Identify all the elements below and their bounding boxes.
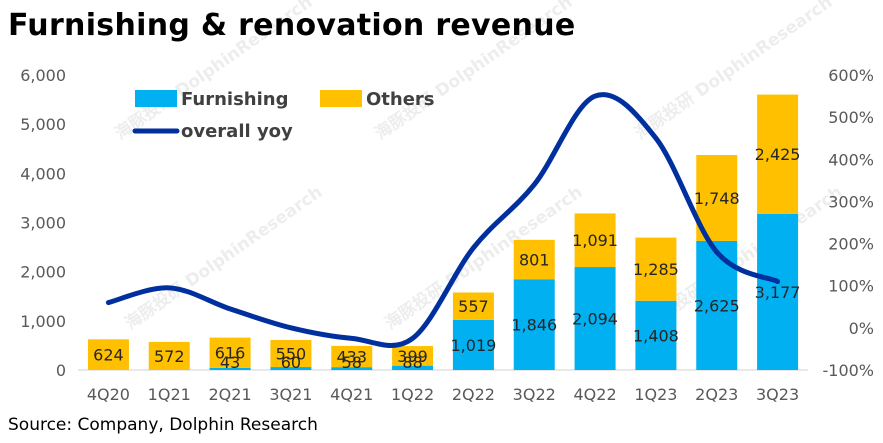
data-label-furnishing: 58: [342, 353, 362, 372]
bar-furnishing: [574, 267, 616, 370]
data-label-furnishing: 2,625: [694, 296, 740, 315]
bar-furnishing: [270, 367, 312, 370]
right-axis-tick-label: -100%: [822, 361, 874, 380]
data-label-furnishing: 1,019: [451, 336, 497, 355]
legend-label: Furnishing: [181, 89, 288, 110]
data-label-others: 624: [93, 346, 124, 365]
legend-swatch-others: [320, 90, 362, 107]
bar-others: [87, 339, 129, 370]
x-axis-tick-label: 1Q23: [634, 385, 677, 404]
bar-furnishing: [452, 319, 494, 370]
watermark-text: 海豚投研 DolphinResearch: [121, 182, 326, 335]
data-label-others: 557: [458, 297, 489, 316]
data-label-furnishing: 2,094: [572, 310, 618, 329]
x-axis-tick-label: 3Q23: [756, 385, 799, 404]
bar-furnishing: [757, 213, 799, 370]
source-note: Source: Company, Dolphin Research: [8, 415, 318, 435]
x-axis-tick-label: 1Q22: [391, 385, 434, 404]
bar-others: [757, 94, 799, 214]
data-label-others: 572: [154, 347, 185, 366]
bar-furnishing: [513, 279, 555, 370]
left-axis-tick-label: 5,000: [20, 115, 66, 134]
data-label-furnishing: 43: [220, 353, 240, 372]
data-label-furnishing: 60: [281, 353, 301, 372]
data-label-others: 1,091: [572, 231, 618, 250]
data-label-others: 1,748: [694, 189, 740, 208]
yoy-line: [105, 92, 781, 348]
left-axis-tick-label: 2,000: [20, 263, 66, 282]
x-axis-tick-label: 2Q21: [209, 385, 252, 404]
x-axis-tick-label: 2Q23: [695, 385, 738, 404]
data-label-others: 2,425: [755, 145, 801, 164]
bar-others: [270, 340, 312, 368]
legend: Furnishing Others overall yoy: [132, 89, 435, 142]
yoy-line-path: [105, 92, 781, 348]
bar-others: [209, 337, 251, 368]
right-axis-tick-label: 300%: [828, 192, 874, 211]
data-label-furnishing: 88: [402, 353, 422, 372]
data-label-others: 616: [215, 344, 246, 363]
right-axis-tick-label: 0%: [849, 319, 874, 338]
left-axis-tick-label: 4,000: [20, 164, 66, 183]
data-label-furnishing: 1,846: [511, 316, 557, 335]
x-axis-tick-label: 1Q21: [148, 385, 191, 404]
bar-furnishing: [209, 367, 251, 370]
chart-title: Furnishing & renovation revenue: [8, 8, 576, 43]
data-label-others: 433: [336, 348, 367, 367]
left-axis-tick-label: 0: [56, 361, 66, 380]
data-label-furnishing: 3,177: [755, 283, 801, 302]
x-axis-tick-label: 3Q21: [269, 385, 312, 404]
left-axis-tick-label: 1,000: [20, 312, 66, 331]
right-axis-tick-label: 600%: [828, 66, 874, 85]
bar-others: [635, 237, 677, 301]
bar-others: [392, 346, 434, 366]
data-label-others: 550: [276, 345, 307, 364]
right-axis-tick-label: 100%: [828, 277, 874, 296]
bar-others: [148, 341, 190, 370]
data-label-others: 1,285: [633, 260, 679, 279]
bar-others: [331, 345, 373, 368]
right-axis-tick-label: 200%: [828, 235, 874, 254]
data-label-furnishing: 1,408: [633, 326, 679, 345]
bar-others: [452, 292, 494, 320]
left-axis-tick-label: 6,000: [20, 66, 66, 85]
legend-swatch-furnishing: [135, 90, 177, 107]
bar-others: [513, 239, 555, 280]
bar-others: [574, 213, 616, 268]
left-axis-tick-label: 3,000: [20, 214, 66, 233]
watermark-text: 海豚投研 DolphinResearch: [371, 0, 576, 144]
axes: 0 1,000 2,000 3,000 4,000 5,000 6,000 -100% 0% 10…: [20, 66, 874, 404]
right-axis-tick-label: 500%: [828, 108, 874, 127]
legend-label: Others: [366, 89, 435, 110]
x-axis-tick-label: 2Q22: [452, 385, 495, 404]
right-axis-tick-label: 400%: [828, 150, 874, 169]
x-axis-tick-label: 4Q20: [87, 385, 130, 404]
x-axis-tick-label: 4Q21: [330, 385, 373, 404]
bar-furnishing: [635, 300, 677, 370]
data-label-others: 399: [397, 347, 428, 366]
data-label-others: 801: [519, 251, 550, 270]
watermark-text: 海豚投研 DolphinResearch: [631, 0, 836, 144]
legend-label: overall yoy: [181, 121, 293, 142]
bar-furnishing: [331, 367, 373, 370]
x-axis-tick-label: 3Q22: [513, 385, 556, 404]
x-axis-tick-label: 4Q22: [574, 385, 617, 404]
bar-furnishing: [392, 365, 434, 370]
